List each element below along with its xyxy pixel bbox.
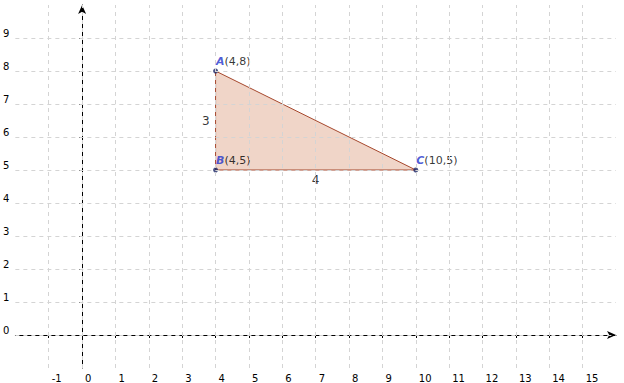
svg-text:3: 3 <box>202 114 210 128</box>
svg-text:(10,5): (10,5) <box>424 154 457 167</box>
svg-text:8: 8 <box>3 61 9 72</box>
svg-text:8: 8 <box>352 373 358 383</box>
svg-text:11: 11 <box>452 373 465 383</box>
svg-text:9: 9 <box>385 373 391 383</box>
svg-text:(4,5): (4,5) <box>224 154 250 167</box>
svg-text:5: 5 <box>3 160 9 171</box>
svg-text:C: C <box>416 154 424 167</box>
svg-text:3: 3 <box>185 373 191 383</box>
svg-text:1: 1 <box>118 373 124 383</box>
svg-text:(4,8): (4,8) <box>225 55 251 68</box>
svg-text:14: 14 <box>552 373 565 383</box>
svg-text:1: 1 <box>3 292 9 303</box>
svg-text:2: 2 <box>152 373 158 383</box>
svg-text:7: 7 <box>319 373 325 383</box>
svg-text:0: 0 <box>85 373 91 383</box>
svg-text:10: 10 <box>419 373 432 383</box>
svg-text:4: 4 <box>3 193 9 204</box>
svg-text:9: 9 <box>3 28 9 39</box>
svg-text:15: 15 <box>586 373 599 383</box>
svg-text:2: 2 <box>3 259 9 270</box>
svg-text:6: 6 <box>3 127 9 138</box>
svg-text:B: B <box>216 154 224 167</box>
svg-text:7: 7 <box>3 94 9 105</box>
svg-text:4: 4 <box>219 373 225 383</box>
svg-text:A: A <box>215 55 225 68</box>
svg-text:13: 13 <box>519 373 532 383</box>
svg-text:12: 12 <box>486 373 499 383</box>
svg-text:3: 3 <box>3 226 9 237</box>
svg-text:0: 0 <box>3 325 9 336</box>
svg-text:6: 6 <box>285 373 291 383</box>
svg-text:5: 5 <box>252 373 258 383</box>
svg-text:4: 4 <box>311 173 320 187</box>
svg-text:-1: -1 <box>52 373 62 383</box>
